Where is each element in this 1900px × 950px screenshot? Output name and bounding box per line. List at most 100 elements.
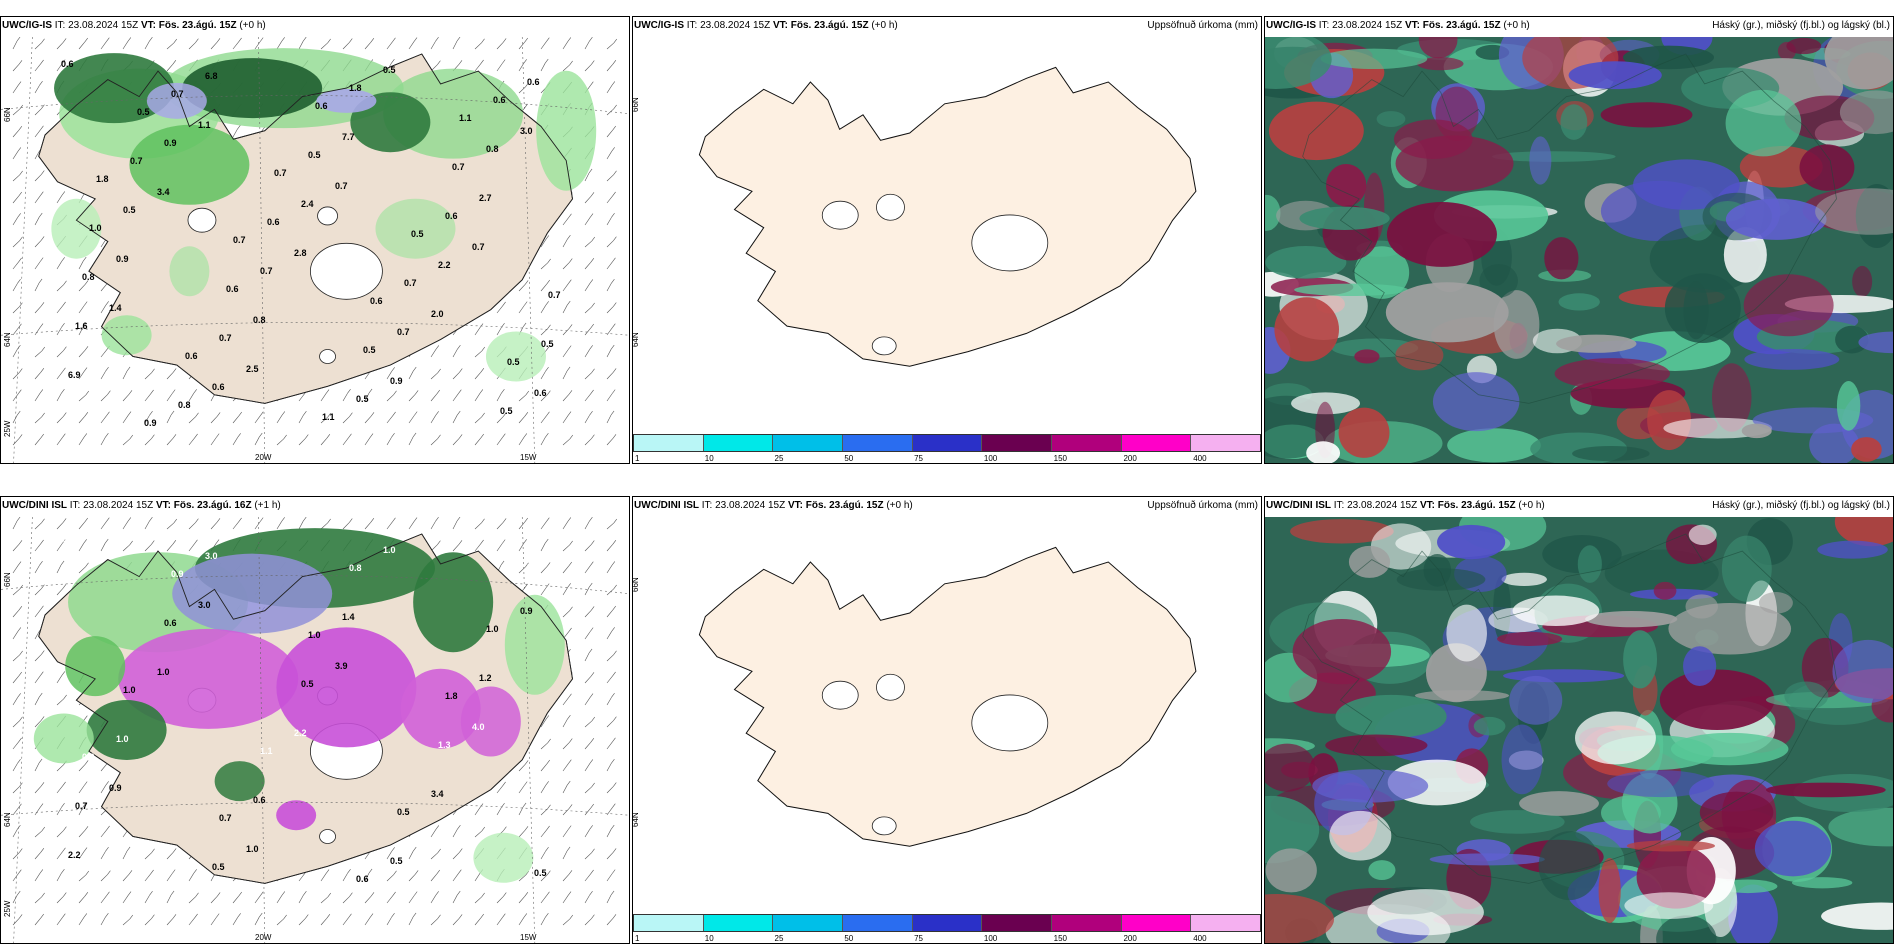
- colorbar-swatch: [1121, 435, 1192, 451]
- precip-value-label: 0.7: [233, 235, 246, 245]
- colorbar-tick-label: 100: [983, 934, 998, 943]
- precip-value-label: 0.5: [397, 807, 410, 817]
- precip-value-label: 0.7: [130, 156, 143, 166]
- precip-value-label: 0.8: [82, 272, 95, 282]
- precip-value-label: 0.7: [452, 162, 465, 172]
- precip-value-label: 0.6: [445, 211, 458, 221]
- precip-value-label: 0.8: [253, 315, 266, 325]
- precip-value-label: 0.6: [212, 382, 225, 392]
- precip-value-label: 0.9: [109, 783, 122, 793]
- precip-value-label: 0.9: [116, 254, 129, 264]
- colorbar-tick-label: 400: [1193, 454, 1207, 463]
- precip-value-label: 0.6: [267, 217, 280, 227]
- colorbar-swatch: [773, 435, 844, 451]
- precip-value-label: 0.5: [308, 150, 321, 160]
- precip-value-label: 3.4: [157, 187, 170, 197]
- precip-value-label: 0.7: [548, 290, 561, 300]
- precip-value-label: 2.7: [479, 193, 492, 203]
- precip-value-label: 0.7: [404, 278, 417, 288]
- precip-value-label: 0.8: [349, 563, 362, 573]
- precip-value-label: 0.6: [370, 296, 383, 306]
- colorbar-swatch: [1052, 915, 1122, 931]
- precip-value-label: 0.6: [315, 101, 328, 111]
- panel-header: UWC/DINI ISL IT: 23.08.2024 15Z VT: Fös.…: [2, 500, 281, 511]
- precip-value-label: 0.7: [75, 801, 88, 811]
- colorbar-swatch: [982, 915, 1053, 931]
- colorbar-swatch: [634, 915, 704, 931]
- colorbar-tick-label: 50: [844, 934, 854, 943]
- precip-value-label: 1.1: [322, 412, 335, 422]
- precip-value-label: 2.2: [294, 728, 307, 738]
- lat-label-top: 66N: [632, 577, 640, 592]
- precip-value-label: 0.6: [185, 351, 198, 361]
- colorbar-tick-label: 25: [774, 454, 784, 463]
- accum-precip-map: [633, 37, 1261, 433]
- precip-value-label: 0.5: [390, 856, 403, 866]
- lat-label-top: 66N: [3, 107, 12, 122]
- panel-cloud-dini: UWC/DINI ISL IT: 23.08.2024 15Z VT: Fös.…: [1264, 496, 1894, 944]
- lon-label-left: 20W: [255, 453, 272, 462]
- precip-value-label: 0.8: [486, 144, 499, 154]
- precip-value-label: 0.7: [219, 333, 232, 343]
- precip-value-label: 1.0: [123, 685, 136, 695]
- precip-wind-map: 2.5 3.0 3.9 4.0 0.9 1.0 1.0 0.9 1.0 2.2 3.4 2.2 3.0 1…: [1, 517, 629, 943]
- colorbar-swatch: [1191, 435, 1261, 451]
- precip-value-label: 3.4: [431, 789, 444, 799]
- precip-value-label: 0.7: [397, 327, 410, 337]
- precip-value-label: 2.5: [61, 539, 74, 549]
- cloud-cover-map: [1265, 37, 1893, 463]
- lon-label-right: 15W: [520, 933, 537, 942]
- precip-value-label: 6.9: [68, 370, 81, 380]
- precip-value-label: 0.7: [171, 89, 184, 99]
- precip-value-label: 2.5: [246, 364, 259, 374]
- colorbar-tick-label: 150: [1053, 454, 1068, 463]
- colorbar-tick-label: 1: [635, 454, 640, 463]
- precip-value-label: 0.7: [274, 168, 287, 178]
- precip-value-label: 0.6: [356, 874, 369, 884]
- precip-value-label: 3.0: [198, 600, 211, 610]
- colorbar-tick-label: 150: [1053, 934, 1068, 943]
- lat-label-bottom: 64N: [3, 332, 12, 347]
- colorbar-swatch: [912, 915, 983, 931]
- precip-value-label: 0.5: [507, 357, 520, 367]
- precip-value-label: 0.7: [260, 266, 273, 276]
- colorbar-tick-label: 200: [1123, 934, 1137, 943]
- precip-colorbar: [633, 914, 1261, 932]
- precip-value-label: 0.6: [527, 77, 540, 87]
- panel-title: Háský (gr.), miðský (fj.bl.) og lágský (…: [1712, 500, 1890, 511]
- precip-value-label: 0.5: [212, 862, 225, 872]
- panel-header: UWC/DINI ISL IT: 23.08.2024 15Z VT: Fös.…: [634, 500, 913, 511]
- precip-value-label: 1.0: [383, 545, 396, 555]
- precip-value-label: 1.4: [109, 303, 122, 313]
- colorbar-swatch: [703, 435, 774, 451]
- precip-value-label: 0.6: [61, 59, 74, 69]
- cloud-cover-map: [1265, 517, 1893, 943]
- panel-header: UWC/DINI ISL IT: 23.08.2024 15Z VT: Fös.…: [1266, 500, 1545, 511]
- lon-label-edge: 25W: [3, 900, 12, 917]
- precip-value-label: 1.0: [486, 624, 499, 634]
- lat-label-top: 66N: [632, 97, 640, 112]
- lat-label-bottom: 64N: [632, 332, 640, 347]
- precip-value-label: 2.8: [294, 248, 307, 258]
- precip-value-label: 0.5: [411, 229, 424, 239]
- lon-label-right: 15W: [520, 453, 537, 462]
- panel-precip-wind-dini: UWC/DINI ISL IT: 23.08.2024 15Z VT: Fös.…: [0, 496, 630, 944]
- precip-value-label: 1.3: [438, 740, 451, 750]
- precip-value-label: 1.0: [89, 223, 102, 233]
- colorbar-swatch: [1052, 435, 1122, 451]
- panel-header: UWC/IG-IS IT: 23.08.2024 15Z VT: Fös. 23…: [1266, 20, 1530, 31]
- precip-value-label: 1.8: [96, 174, 109, 184]
- colorbar-tick-label: 400: [1193, 934, 1207, 943]
- precip-value-label: 0.9: [164, 138, 177, 148]
- precip-value-label: 0.5: [137, 107, 150, 117]
- panel-precip-wind-igis: UWC/IG-IS IT: 23.08.2024 15Z VT: Fös. 23…: [0, 16, 630, 464]
- precip-value-label: 0.6: [493, 95, 506, 105]
- precip-value-label: 0.9: [520, 606, 533, 616]
- precip-value-label: 1.0: [246, 844, 259, 854]
- precip-value-label: 0.5: [383, 65, 396, 75]
- colorbar-tick-label: 50: [844, 454, 854, 463]
- colorbar-tick-label: 100: [983, 454, 998, 463]
- precip-value-label: 0.5: [301, 679, 314, 689]
- panel-title: Uppsöfnuð úrkoma (mm): [1147, 20, 1258, 31]
- precip-value-label: 0.9: [171, 569, 184, 579]
